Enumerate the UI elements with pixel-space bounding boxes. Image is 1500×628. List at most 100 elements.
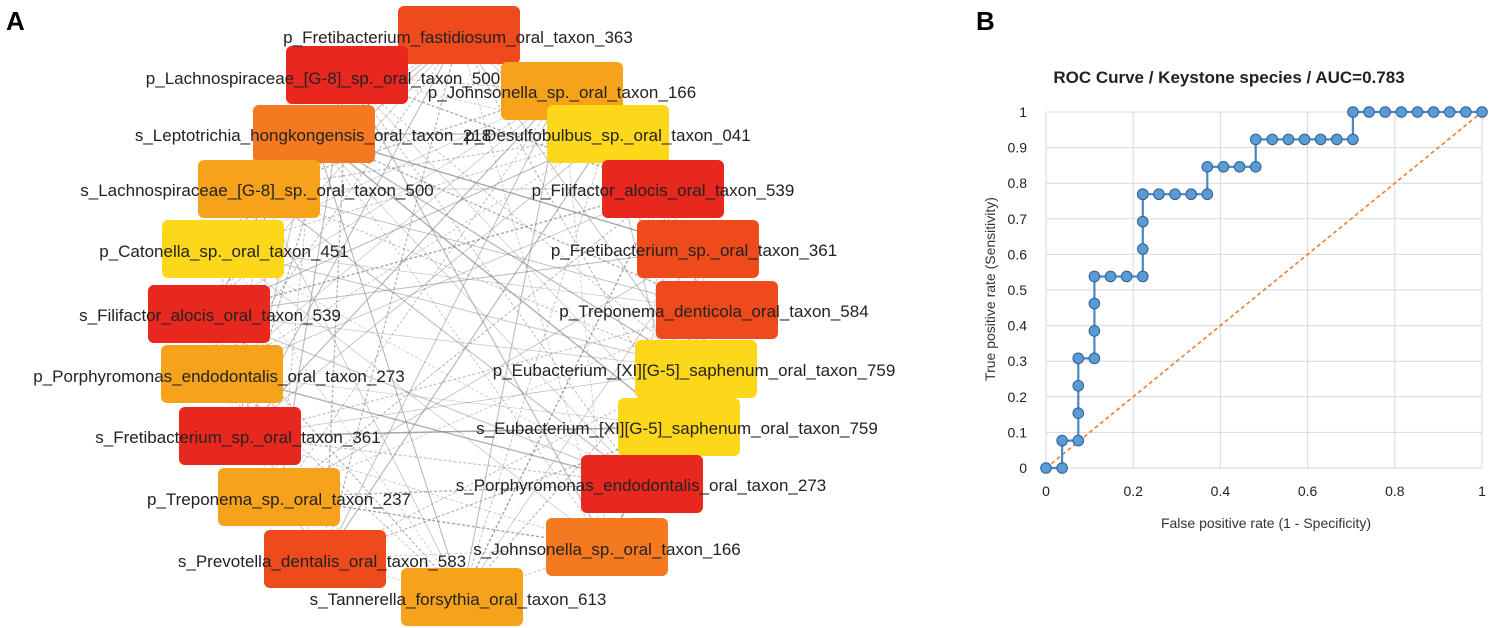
panel-letter-b: B <box>976 6 995 36</box>
node-label: p_Fretibacterium_sp._oral_taxon_361 <box>551 241 837 260</box>
roc-point <box>1233 161 1246 173</box>
node-label: p_Treponema_sp._oral_taxon_237 <box>147 490 411 509</box>
roc-point <box>1153 188 1165 201</box>
roc-title: ROC Curve / Keystone species / AUC=0.783 <box>1053 68 1404 87</box>
roc-point <box>1169 188 1181 201</box>
roc-point <box>1443 106 1456 118</box>
network-node <box>179 407 301 465</box>
network-edge <box>313 133 718 311</box>
roc-point <box>1249 133 1262 146</box>
network-edge <box>346 74 697 370</box>
roc-point <box>1185 188 1197 201</box>
node-label: s_Tannerella_forsythia_oral_taxon_613 <box>310 590 607 609</box>
network-edge <box>324 368 697 560</box>
network-edge <box>221 373 326 560</box>
roc-x-tick-label: 0.4 <box>1211 483 1231 499</box>
roc-point <box>1072 434 1085 447</box>
network-node <box>161 345 283 403</box>
roc-y-tick-label: 0 <box>1019 460 1027 476</box>
roc-point <box>1249 161 1262 173</box>
roc-y-axis-title: True positive rate (Sensitivity) <box>982 197 998 381</box>
network-edge <box>324 34 460 560</box>
roc-y-tick-label: 0.9 <box>1008 140 1028 156</box>
node-label: p_Desulfobulbus_sp._oral_taxon_041 <box>465 126 750 145</box>
roc-x-axis-title: False positive rate (1 - Specificity) <box>1161 515 1371 531</box>
network-node <box>635 340 757 398</box>
roc-point <box>1120 270 1133 283</box>
node-label: p_Fretibacterium_fastidiosum_oral_taxon_… <box>283 28 633 47</box>
network-edge <box>313 133 680 428</box>
roc-chart: ROC Curve / Keystone species / AUC=0.783… <box>982 68 1488 531</box>
roc-point <box>1040 462 1052 474</box>
roc-y-tick-label: 0.7 <box>1008 211 1028 227</box>
roc-point <box>1056 434 1068 447</box>
network-edge <box>222 248 643 485</box>
roc-point <box>1331 133 1343 146</box>
chance-line <box>1045 111 1483 469</box>
network-node <box>264 530 386 588</box>
network-edge <box>222 248 697 370</box>
network-edge <box>461 90 563 598</box>
network-edge <box>208 313 697 370</box>
node-label: s_Fretibacterium_sp._oral_taxon_361 <box>95 428 380 447</box>
roc-point <box>1088 325 1101 337</box>
network-edge <box>458 34 608 548</box>
network-node <box>602 160 724 218</box>
network-edge <box>221 188 664 375</box>
roc-point <box>1347 133 1359 146</box>
network-edge <box>313 133 697 370</box>
network-node <box>656 281 778 339</box>
node-label: s_Eubacterium_[XI][G-5]_saphenum_oral_ta… <box>476 419 878 438</box>
node-label: s_Porphyromonas_endodontalis_oral_taxon_… <box>456 476 827 495</box>
network-node <box>401 568 523 626</box>
network-nodes: p_Fretibacterium_fastidiosum_oral_taxon_… <box>33 6 895 626</box>
network-edge <box>278 248 699 498</box>
roc-point <box>1379 106 1392 118</box>
network-edge <box>208 188 664 315</box>
network-edge <box>222 248 608 548</box>
roc-point <box>1411 106 1424 118</box>
network-edge <box>208 248 699 315</box>
node-label: s_Filifactor_alocis_oral_taxon_539 <box>79 306 341 325</box>
network-graph: p_Fretibacterium_fastidiosum_oral_taxon_… <box>33 6 895 626</box>
node-label: p_Eubacterium_[XI][G-5]_saphenum_oral_ta… <box>493 361 896 380</box>
roc-x-tick-label: 0 <box>1042 483 1050 499</box>
roc-point <box>1072 379 1085 392</box>
panel-letter-a: A <box>6 6 25 36</box>
roc-x-tick-label: 1 <box>1478 483 1486 499</box>
network-node <box>198 160 320 218</box>
roc-point <box>1136 270 1149 283</box>
roc-series <box>1040 106 1488 474</box>
node-label: p_Porphyromonas_endodontalis_oral_taxon_… <box>33 367 404 386</box>
network-edge <box>258 188 463 598</box>
roc-point <box>1363 106 1375 118</box>
roc-point <box>1217 161 1230 173</box>
roc-y-tick-label: 0.6 <box>1008 246 1028 262</box>
network-node <box>637 220 759 278</box>
roc-point <box>1395 106 1408 118</box>
roc-y-tick-label: 0.2 <box>1008 389 1028 405</box>
node-label: s_Johnsonella_sp._oral_taxon_166 <box>473 540 740 559</box>
roc-point <box>1088 270 1101 283</box>
roc-point <box>1072 352 1085 365</box>
node-label: p_Johnsonella_sp._oral_taxon_166 <box>428 83 696 102</box>
node-label: p_Catonella_sp._oral_taxon_451 <box>99 242 349 261</box>
network-node <box>286 46 408 104</box>
roc-y-tick-label: 0.1 <box>1008 424 1028 440</box>
network-edge <box>221 34 460 375</box>
roc-point <box>1347 106 1359 118</box>
network-edge <box>208 313 463 598</box>
network-edge <box>239 90 563 437</box>
roc-point <box>1314 133 1327 146</box>
node-label: p_Filifactor_alocis_oral_taxon_539 <box>532 181 795 200</box>
roc-ticks: 0 0.2 0.4 0.6 0.8 1 0 0.1 0.2 0.3 0.4 0.5 0.6 0.7 0.8 0… <box>1008 104 1487 499</box>
network-edge <box>258 188 697 370</box>
roc-point <box>1072 407 1085 419</box>
network-edge <box>258 133 609 190</box>
network-edge <box>239 435 608 548</box>
roc-point <box>1460 106 1472 118</box>
network-edge <box>239 435 643 485</box>
network-node <box>162 220 284 278</box>
network-edge <box>239 368 697 437</box>
roc-point <box>1298 133 1311 146</box>
